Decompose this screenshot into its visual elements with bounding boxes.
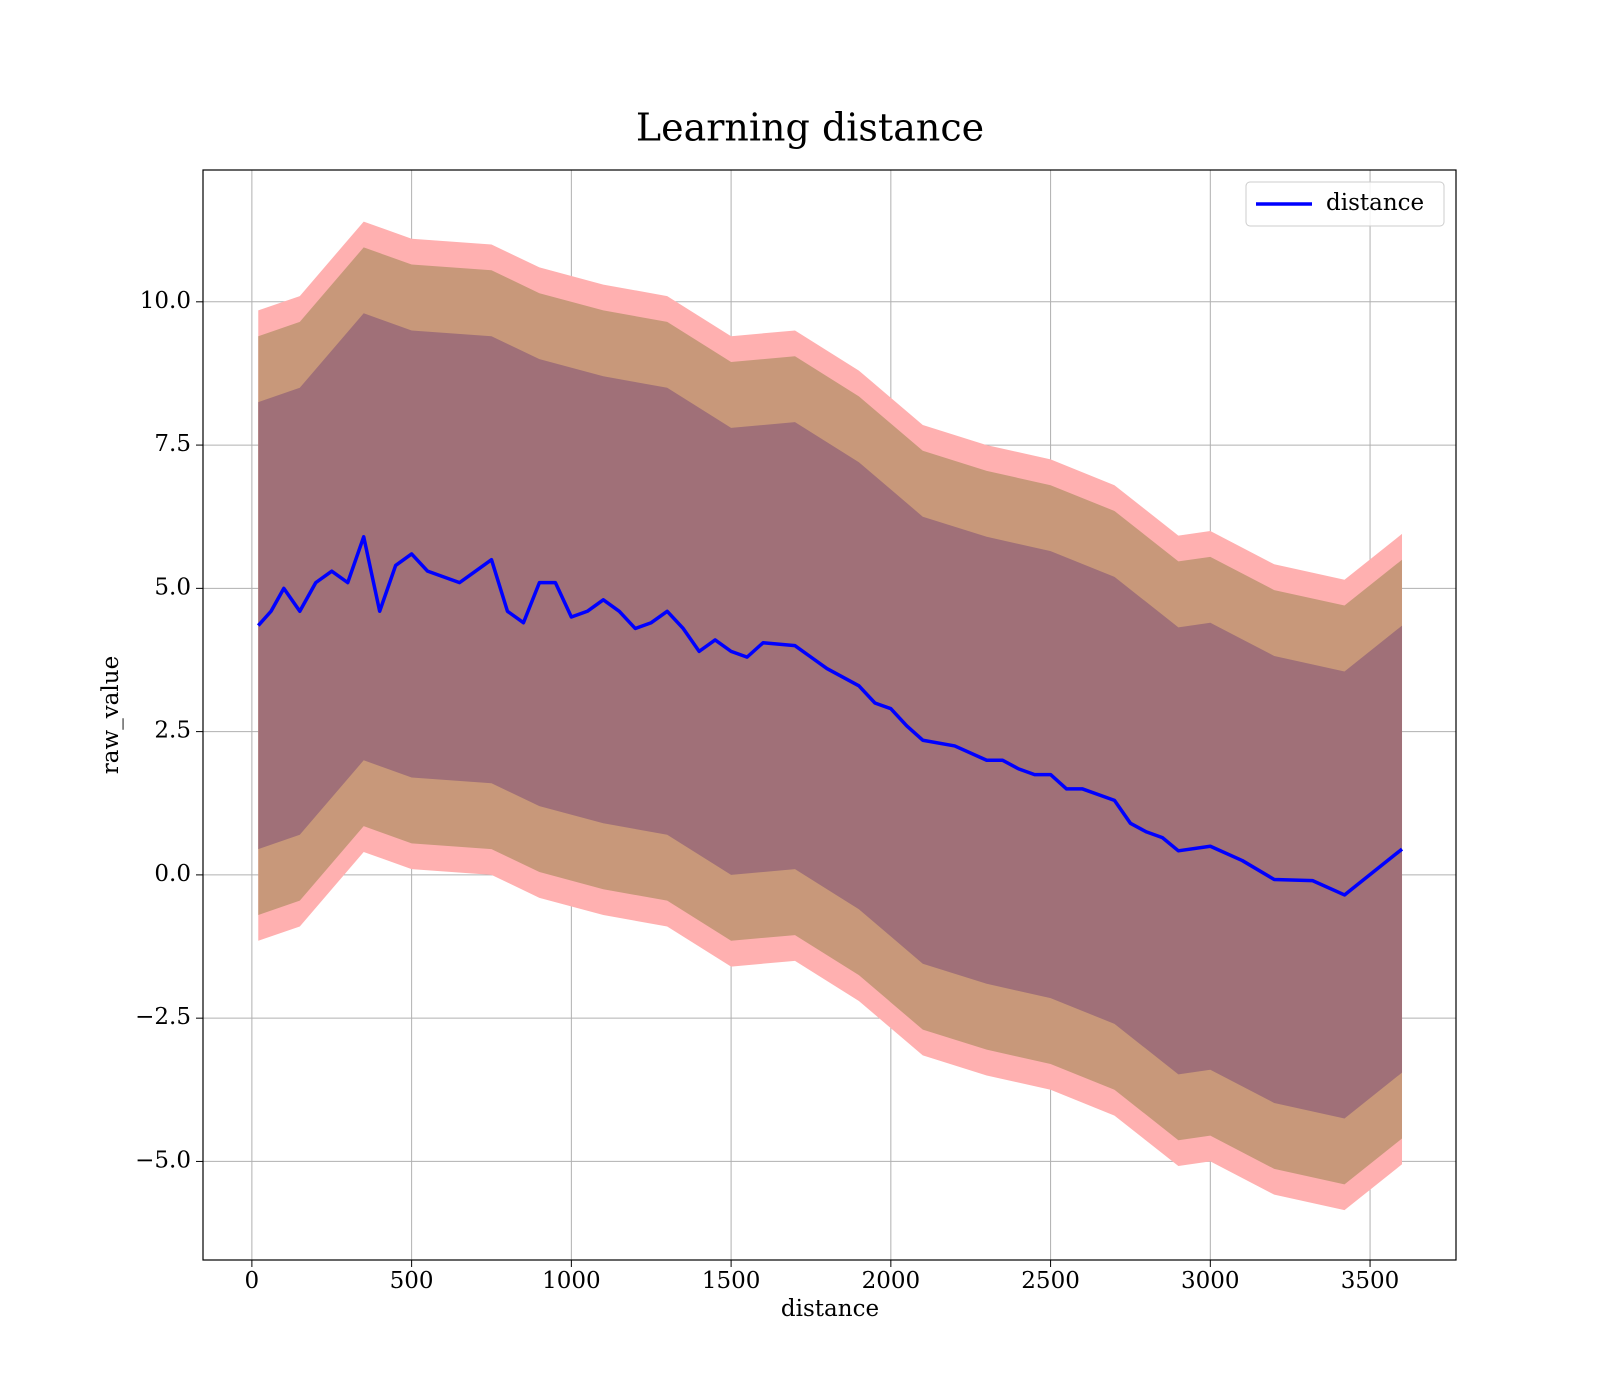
x-tick-label: 500: [390, 1268, 434, 1294]
y-tick-label: 0.0: [154, 861, 191, 887]
x-tick-label: 3500: [1341, 1268, 1400, 1294]
x-tick-label: 0: [245, 1268, 260, 1294]
y-axis-label: raw_value: [98, 656, 124, 774]
x-tick-label: 2500: [1021, 1268, 1080, 1294]
x-tick-label: 1500: [702, 1268, 761, 1294]
plot-area: [203, 170, 1456, 1260]
axes-frame: [202, 169, 1457, 1261]
y-tick-label: 5.0: [154, 574, 191, 600]
y-tick-label: −5.0: [135, 1147, 191, 1173]
y-tick-label: 7.5: [154, 431, 191, 457]
x-tick-label: 3000: [1181, 1268, 1240, 1294]
y-tick-label: −2.5: [135, 1004, 191, 1030]
legend-label: distance: [1326, 190, 1424, 216]
x-axis-label: distance: [781, 1296, 879, 1322]
line: [256, 535, 1404, 897]
band: [258, 313, 1403, 1119]
y-tick-label: 10.0: [140, 288, 191, 314]
x-tick-label: 2000: [862, 1268, 921, 1294]
y-tick-label: 2.5: [154, 718, 191, 744]
legend: distance: [1245, 181, 1445, 227]
chart-title: Learning distance: [636, 106, 984, 150]
x-tick-label: 1000: [542, 1268, 601, 1294]
legend-box: [1245, 181, 1445, 227]
